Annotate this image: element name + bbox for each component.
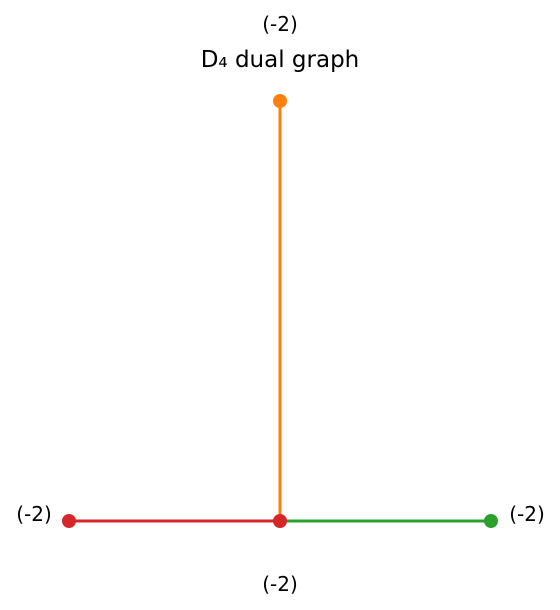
node-center <box>273 514 287 528</box>
node-right <box>484 514 498 528</box>
node-left-label: (-2) <box>16 502 52 526</box>
node-top-label: (-2) <box>262 12 298 36</box>
node-left <box>62 514 76 528</box>
node-top <box>273 94 287 108</box>
diagram-title: D₄ dual graph <box>201 47 360 73</box>
node-right-label: (-2) <box>509 502 545 526</box>
node-center-label: (-2) <box>262 572 298 596</box>
